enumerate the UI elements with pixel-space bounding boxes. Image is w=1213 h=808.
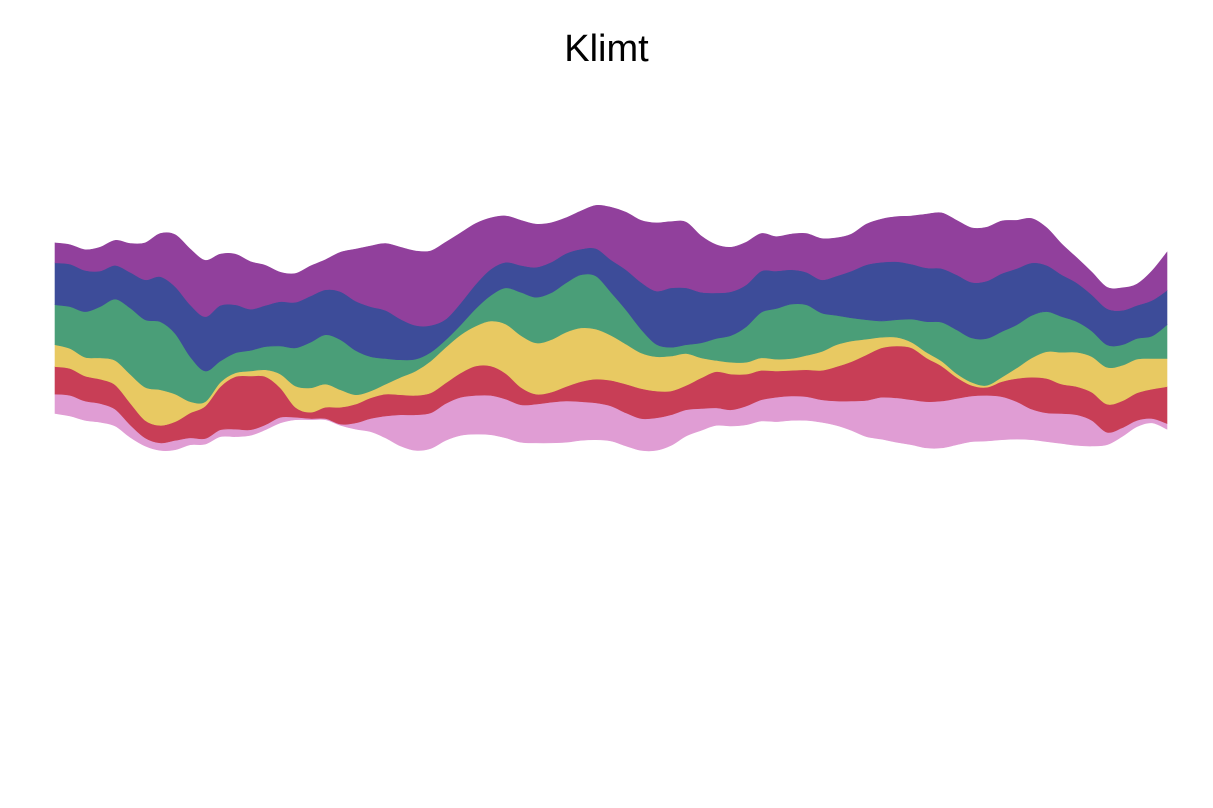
chart-title: Klimt [564,28,649,70]
stream-layers [54,204,1168,452]
stream-layer-6 [54,204,1168,327]
